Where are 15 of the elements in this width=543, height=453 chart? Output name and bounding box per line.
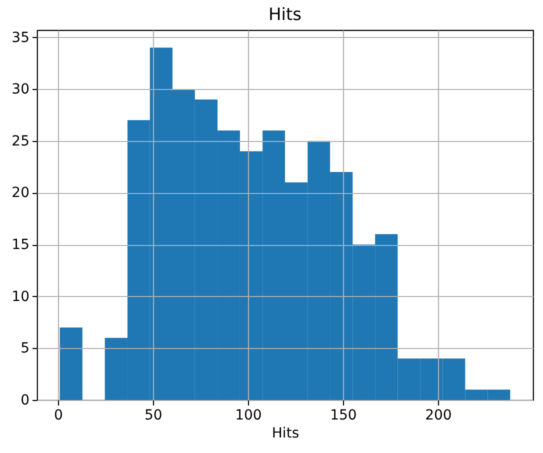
y-tick-label: 25 bbox=[12, 133, 30, 150]
y-tick-label: 0 bbox=[20, 392, 30, 408]
y-tick-label: 35 bbox=[12, 30, 30, 46]
x-tick-label: 0 bbox=[54, 408, 63, 424]
y-tick-label: 30 bbox=[12, 82, 30, 98]
y-tick-label: 5 bbox=[20, 340, 30, 357]
y-tick-label: 20 bbox=[12, 185, 30, 202]
x-axis-title: Hits bbox=[272, 426, 300, 442]
y-tick-label: 10 bbox=[12, 288, 30, 305]
chart-title: Hits bbox=[268, 5, 302, 25]
x-tick-label: 200 bbox=[425, 408, 452, 424]
x-tick-label: 50 bbox=[144, 408, 162, 424]
x-tick-label: 100 bbox=[235, 408, 262, 424]
x-tick-label: 150 bbox=[330, 408, 357, 424]
y-tick-label: 15 bbox=[12, 237, 30, 254]
